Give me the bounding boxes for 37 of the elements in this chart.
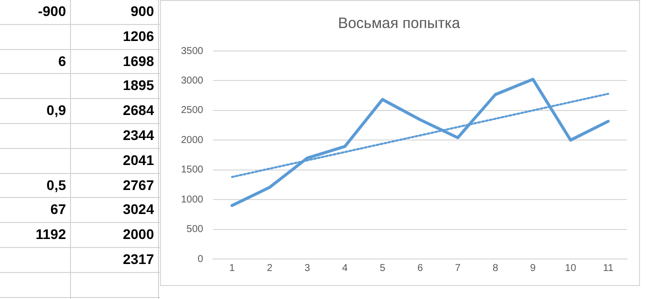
text: 2041 xyxy=(122,150,154,170)
x-tick-label: 3 xyxy=(304,262,310,274)
x-tick-label: 7 xyxy=(454,262,461,274)
x-tick-label: 10 xyxy=(565,262,577,274)
y-tick-label: 2000 xyxy=(180,134,204,146)
text: 1206 xyxy=(122,26,154,46)
chart-title: Восьмая попытка xyxy=(338,15,461,32)
text: 67 xyxy=(49,200,66,220)
text: 2000 xyxy=(122,225,154,244)
text: 1895 xyxy=(122,76,154,96)
x-tick-label: 9 xyxy=(530,262,536,274)
text: 0,9 xyxy=(46,101,66,120)
x-tick-label: 4 xyxy=(342,262,348,274)
x-tick-label: 6 xyxy=(417,262,424,274)
x-tick-label: 1 xyxy=(229,262,236,274)
x-tick-label: 2 xyxy=(266,262,273,274)
y-tick-label: 500 xyxy=(186,224,204,236)
text: 0,5 xyxy=(46,176,66,195)
y-tick-label: 2500 xyxy=(180,105,204,116)
x-tick-label: 5 xyxy=(380,262,386,274)
x-tick-label: 11 xyxy=(603,262,614,274)
text: 2344 xyxy=(122,126,154,145)
text: 2684 xyxy=(122,101,154,120)
text: -900 xyxy=(36,2,66,21)
x-tick-label: 8 xyxy=(492,262,499,274)
text: 1698 xyxy=(122,52,154,71)
text: 3024 xyxy=(122,200,154,220)
y-tick-label: 3000 xyxy=(180,75,204,86)
y-tick-label: 3500 xyxy=(180,46,204,57)
text: 1192 xyxy=(34,225,66,244)
y-tick-label: 1000 xyxy=(180,194,204,206)
y-tick-label: 1500 xyxy=(180,164,204,176)
text: 6 xyxy=(57,52,66,71)
text: 2317 xyxy=(122,250,154,269)
y-tick-label: 0 xyxy=(198,254,204,265)
text: 2767 xyxy=(122,176,154,195)
text: 900 xyxy=(130,2,154,21)
